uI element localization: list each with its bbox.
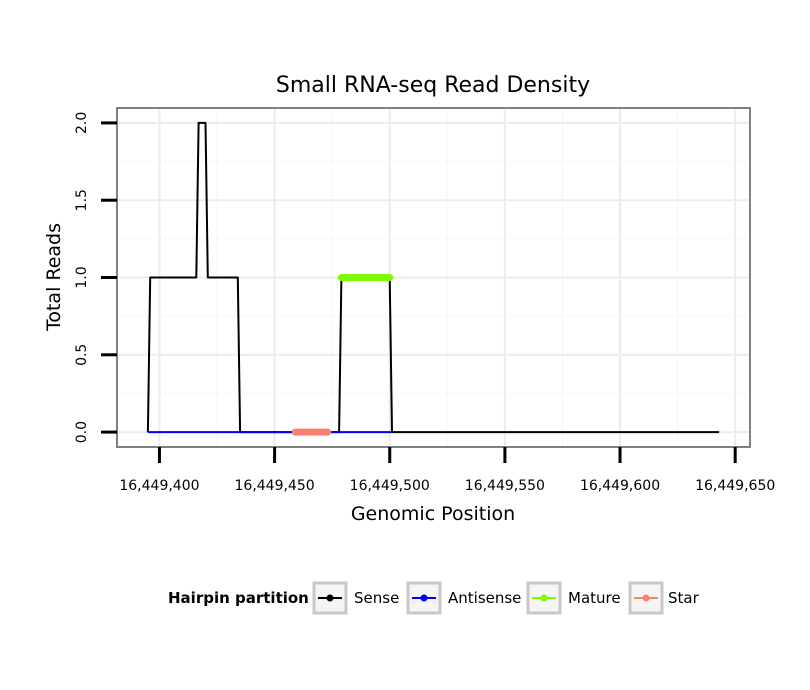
y-axis-label: Total Reads — [43, 223, 65, 332]
legend-point-mature — [540, 594, 548, 602]
y-tick-label: 0.5 — [74, 344, 90, 366]
y-tick-label: 1.5 — [74, 189, 90, 211]
legend-point-antisense — [420, 594, 428, 602]
legend-title: Hairpin partition — [168, 589, 309, 607]
x-tick-label: 16,449,400 — [119, 478, 199, 494]
legend: Hairpin partition Sense Antisense Mature St… — [168, 581, 700, 615]
y-tick-label: 1.0 — [74, 266, 90, 288]
x-tick-label: 16,449,450 — [235, 478, 315, 494]
x-axis-label: Genomic Position — [351, 503, 515, 525]
y-axis: 0.0 0.5 1.0 1.5 2.0 — [74, 112, 117, 443]
legend-point-sense — [326, 594, 334, 602]
x-tick-label: 16,449,500 — [350, 478, 430, 494]
legend-point-star — [642, 594, 650, 602]
legend-label-sense: Sense — [354, 589, 399, 607]
y-tick-label: 2.0 — [74, 112, 90, 134]
legend-label-mature: Mature — [568, 589, 621, 607]
chart-title: Small RNA-seq Read Density — [276, 73, 590, 98]
x-tick-label: 16,449,650 — [695, 478, 775, 494]
x-tick-label: 16,449,600 — [580, 478, 660, 494]
x-tick-label: 16,449,550 — [465, 478, 545, 494]
legend-label-antisense: Antisense — [448, 589, 521, 607]
legend-label-star: Star — [668, 589, 700, 607]
series-group — [146, 121, 720, 436]
x-axis: 16,449,400 16,449,450 16,449,500 16,449,550… — [119, 447, 775, 494]
y-tick-label: 0.0 — [74, 421, 90, 443]
